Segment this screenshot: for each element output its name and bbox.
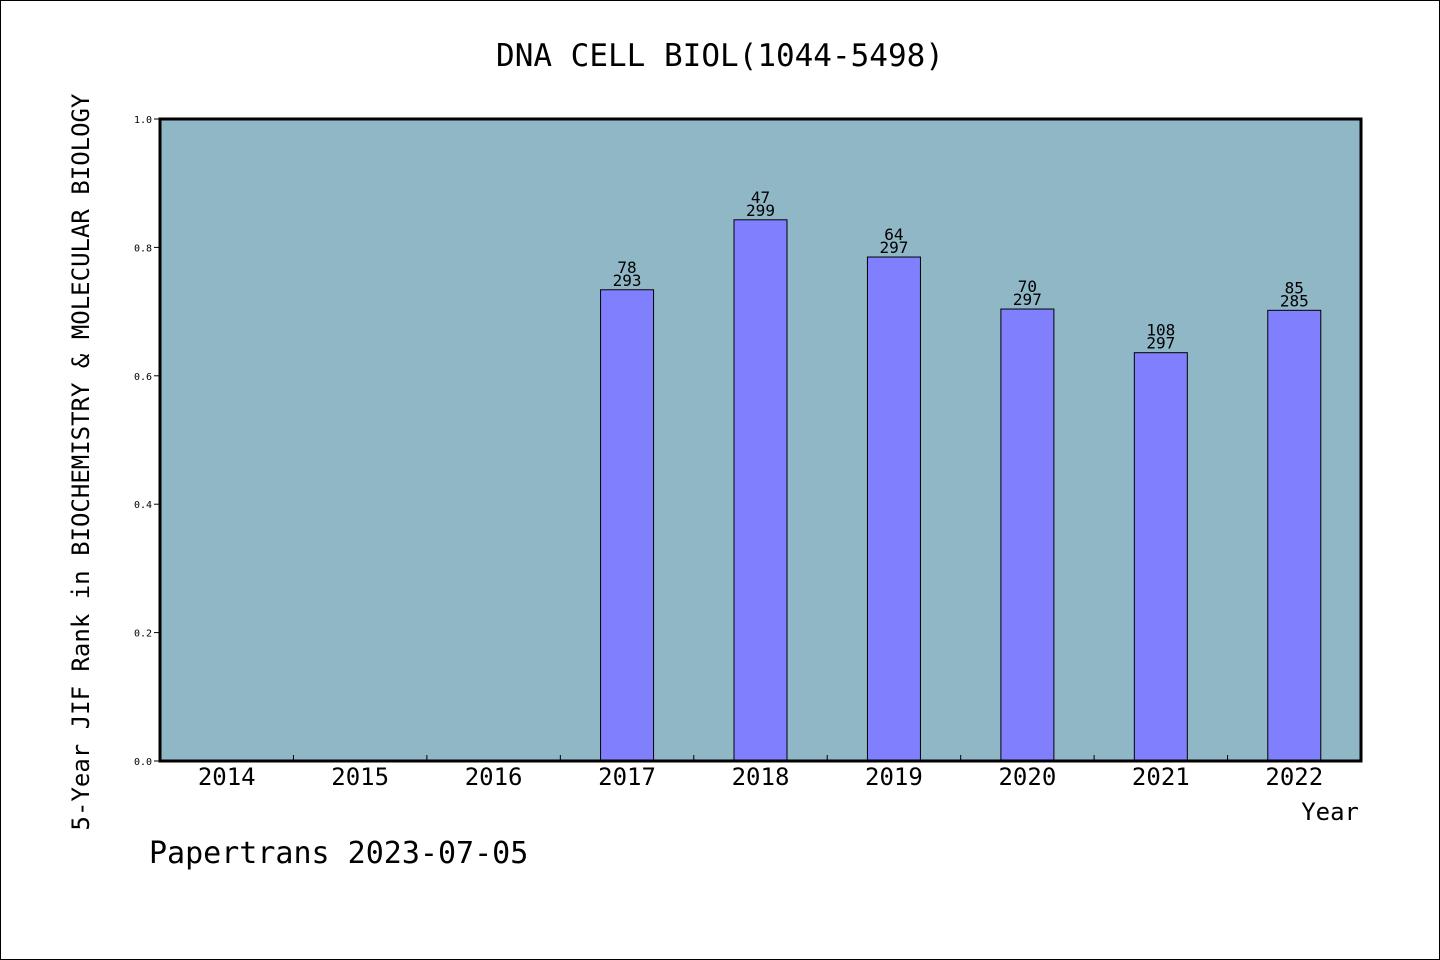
bar-label-total: 297 bbox=[879, 238, 908, 257]
bar-label-rank: 78 bbox=[617, 258, 636, 277]
bar-label-total: 293 bbox=[613, 271, 642, 290]
x-tick-label: 2015 bbox=[331, 763, 389, 791]
bar-2020 bbox=[1000, 308, 1055, 762]
x-axis-label: Year bbox=[1301, 798, 1359, 826]
y-axis-label: 5-Year JIF Rank in BIOCHEMISTRY & MOLECU… bbox=[67, 93, 95, 830]
bar-label-total: 297 bbox=[1013, 290, 1042, 309]
bar-2021 bbox=[1133, 352, 1188, 762]
x-tick-label: 2019 bbox=[865, 763, 923, 791]
bar-2018 bbox=[733, 219, 788, 762]
bar-label-total: 299 bbox=[746, 201, 775, 220]
bar-label-rank: 64 bbox=[884, 225, 903, 244]
x-tick-label: 2017 bbox=[598, 763, 656, 791]
y-tick-label: 0.0 bbox=[134, 757, 152, 768]
y-tick-label: 0.2 bbox=[134, 629, 152, 640]
x-tick-label: 2016 bbox=[465, 763, 523, 791]
chart-title: DNA CELL BIOL(1044-5498) bbox=[496, 38, 944, 74]
y-tick-label: 0.6 bbox=[134, 372, 152, 383]
x-tick-label: 2022 bbox=[1265, 763, 1323, 791]
bar-label-rank: 108 bbox=[1146, 321, 1175, 340]
x-tick-label: 2021 bbox=[1132, 763, 1190, 791]
y-tick-label: 0.8 bbox=[134, 243, 152, 254]
bar-2022 bbox=[1267, 309, 1322, 762]
bar-label-rank: 85 bbox=[1285, 278, 1304, 297]
y-tick-label: 1.0 bbox=[134, 115, 152, 126]
watermark: Papertrans 2023-07-05 bbox=[149, 836, 528, 871]
y-tick-label: 0.4 bbox=[134, 500, 152, 511]
x-ticks: 2014 2015 2016 2017 2018 2019 2020 2021 2022 bbox=[198, 755, 1323, 791]
y-ticks: 0.0 0.2 0.4 0.6 0.8 1.0 bbox=[134, 115, 160, 768]
x-tick-label: 2020 bbox=[998, 763, 1056, 791]
plot-border bbox=[158, 117, 1363, 763]
bar-label-rank: 47 bbox=[751, 188, 770, 207]
x-tick-label: 2014 bbox=[198, 763, 256, 791]
bar-label-rank: 70 bbox=[1018, 277, 1037, 296]
bar-label-total: 285 bbox=[1280, 291, 1309, 310]
bar-2017 bbox=[600, 289, 655, 762]
bar-label-total: 297 bbox=[1146, 334, 1175, 353]
bar-2019 bbox=[866, 256, 921, 762]
x-tick-label: 2018 bbox=[732, 763, 790, 791]
